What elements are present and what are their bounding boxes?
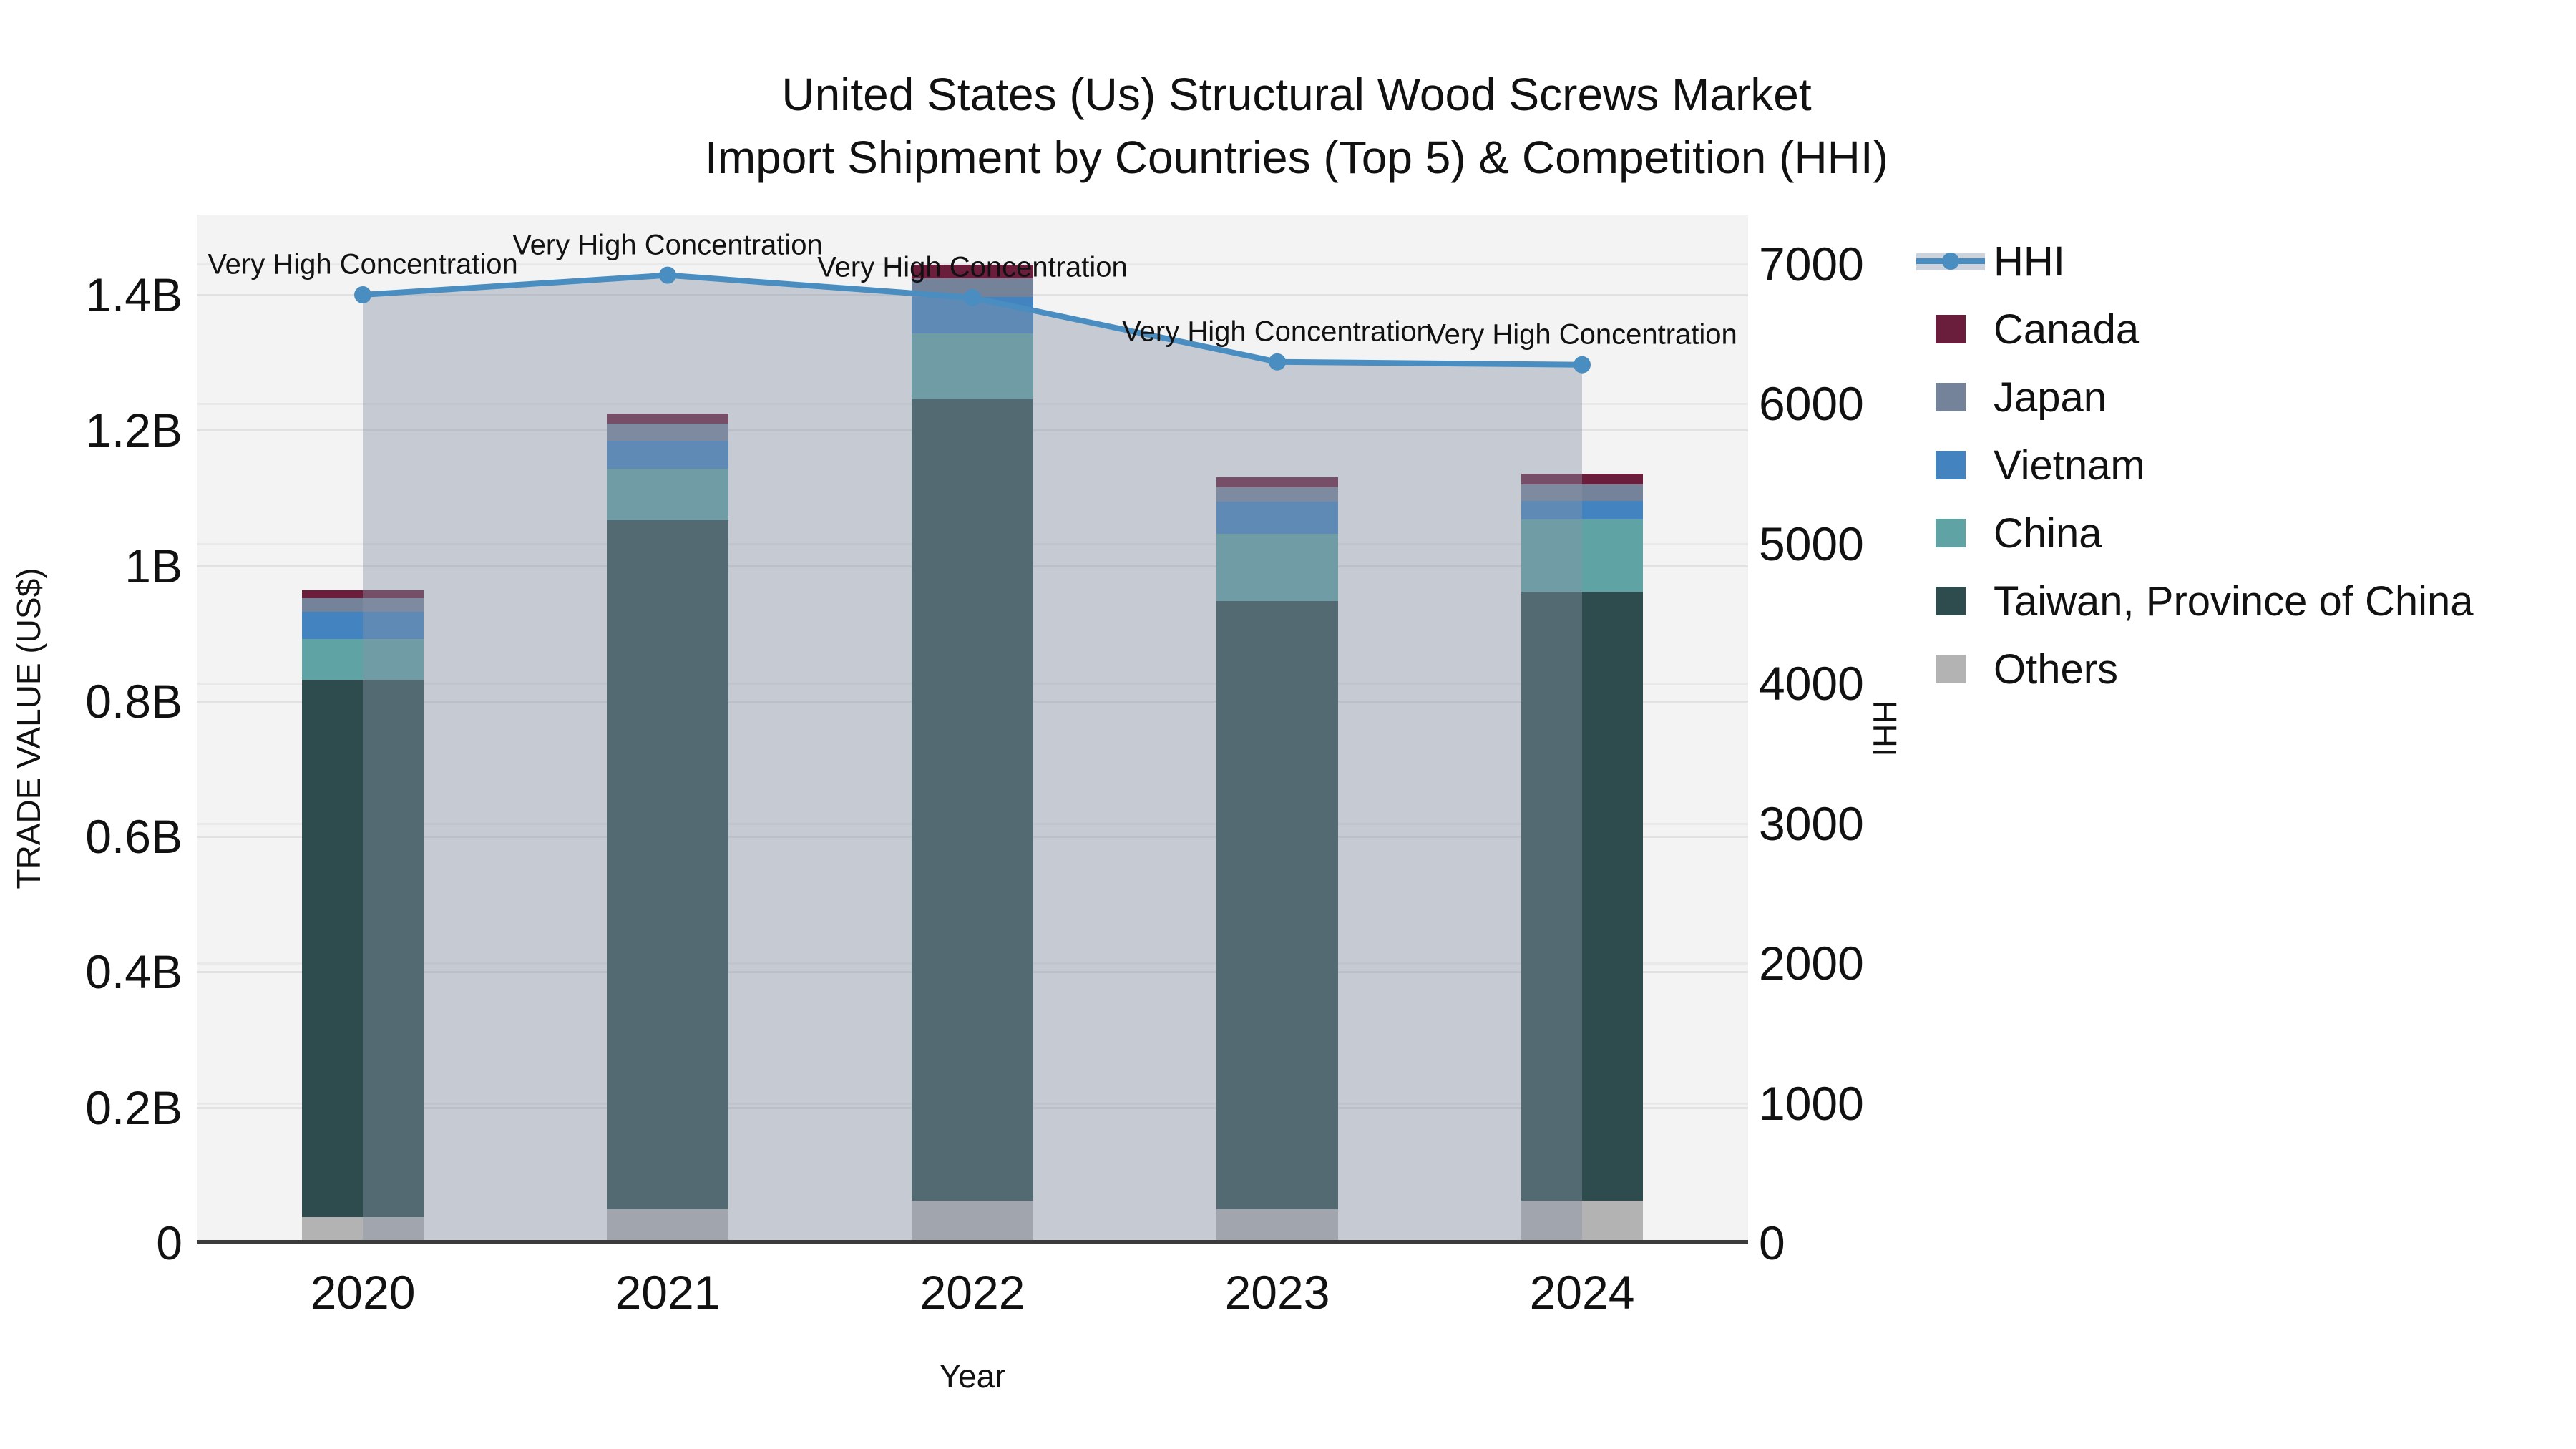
bar-segment-taiwan-province-of-china-2024[interactable] bbox=[1521, 591, 1643, 1201]
annotation-2021: Very High Concentration bbox=[512, 229, 823, 261]
annotation-2022: Very High Concentration bbox=[817, 251, 1128, 283]
bar-segment-taiwan-province-of-china-2022[interactable] bbox=[912, 399, 1033, 1201]
y-right-tick-7000: 7000 bbox=[1759, 237, 1864, 291]
y-left-tick-1B: 1B bbox=[125, 539, 182, 592]
bar-segment-others-2022[interactable] bbox=[912, 1201, 1033, 1243]
legend-swatch-icon bbox=[1916, 567, 1985, 635]
bar-segment-others-2023[interactable] bbox=[1216, 1209, 1338, 1243]
legend: HHI Canada Japan Vietnam China Taiwan, Provin… bbox=[1916, 228, 2474, 703]
legend-item-vietnam[interactable]: Vietnam bbox=[1916, 431, 2474, 499]
bar-segment-others-2024[interactable] bbox=[1521, 1201, 1643, 1243]
y-left-tick-0.2B: 0.2B bbox=[85, 1080, 182, 1134]
chart-title-line2: Import Shipment by Countries (Top 5) & C… bbox=[705, 132, 1888, 183]
legend-line-sample-icon bbox=[1916, 228, 1985, 296]
bar-segment-vietnam-2021[interactable] bbox=[607, 441, 728, 469]
legend-color-swatch bbox=[1936, 383, 1966, 411]
legend-label: Others bbox=[1994, 646, 2119, 693]
bar-segment-others-2021[interactable] bbox=[607, 1209, 728, 1243]
y-axis-right-title: HHI bbox=[1866, 700, 1903, 757]
x-axis-line bbox=[197, 1240, 1748, 1244]
legend-swatch-icon bbox=[1916, 635, 1985, 703]
hhi-marker-2020[interactable] bbox=[354, 286, 371, 303]
annotation-2020: Very High Concentration bbox=[208, 248, 518, 280]
x-tick-2023: 2023 bbox=[1224, 1266, 1330, 1319]
bar-segment-japan-2024[interactable] bbox=[1521, 484, 1643, 501]
legend-color-swatch bbox=[1936, 519, 1966, 547]
legend-item-taiwan-province-of-china[interactable]: Taiwan, Province of China bbox=[1916, 567, 2474, 635]
y-left-tick-0.8B: 0.8B bbox=[85, 674, 182, 728]
bar-segment-taiwan-province-of-china-2020[interactable] bbox=[302, 679, 424, 1218]
y-left-tick-1.4B: 1.4B bbox=[85, 268, 182, 321]
hhi-marker-2022[interactable] bbox=[964, 288, 981, 306]
legend-item-others[interactable]: Others bbox=[1916, 635, 2474, 703]
chart-title-line1: United States (Us) Structural Wood Screw… bbox=[781, 69, 1812, 120]
y-right-tick-6000: 6000 bbox=[1759, 377, 1864, 431]
annotation-2024: Very High Concentration bbox=[1427, 318, 1737, 351]
bars-layer bbox=[197, 215, 1748, 1243]
gridline-hhi-7000 bbox=[197, 263, 1748, 265]
legend-color-swatch bbox=[1936, 315, 1966, 343]
bar-segment-china-2020[interactable] bbox=[302, 638, 424, 680]
legend-item-hhi[interactable]: HHI bbox=[1916, 228, 2474, 296]
plot-area: Very High Concentration Very High Concent… bbox=[197, 215, 1748, 1244]
y-right-tick-5000: 5000 bbox=[1759, 517, 1864, 570]
x-axis-title: Year bbox=[939, 1357, 1006, 1395]
legend-label: Taiwan, Province of China bbox=[1994, 578, 2474, 625]
bar-segment-japan-2021[interactable] bbox=[607, 423, 728, 441]
legend-marker-dot-icon bbox=[1942, 253, 1959, 270]
hhi-marker-2023[interactable] bbox=[1269, 353, 1286, 371]
y-left-tick-0.4B: 0.4B bbox=[85, 945, 182, 999]
bar-segment-canada-2020[interactable] bbox=[302, 590, 424, 598]
hhi-marker-2024[interactable] bbox=[1574, 356, 1591, 374]
bar-segment-vietnam-2024[interactable] bbox=[1521, 500, 1643, 520]
legend-label: Canada bbox=[1994, 306, 2140, 353]
annotation-2023: Very High Concentration bbox=[1122, 316, 1433, 348]
bar-segment-canada-2024[interactable] bbox=[1521, 473, 1643, 484]
bar-segment-japan-2020[interactable] bbox=[302, 597, 424, 612]
bar-segment-china-2021[interactable] bbox=[607, 469, 728, 521]
legend-item-canada[interactable]: Canada bbox=[1916, 296, 2474, 364]
x-tick-2021: 2021 bbox=[615, 1266, 721, 1319]
bar-segment-taiwan-province-of-china-2021[interactable] bbox=[607, 520, 728, 1209]
bar-segment-china-2024[interactable] bbox=[1521, 519, 1643, 592]
legend-item-japan[interactable]: Japan bbox=[1916, 364, 2474, 431]
legend-color-swatch bbox=[1936, 451, 1966, 479]
y-right-tick-1000: 1000 bbox=[1759, 1076, 1864, 1130]
legend-label: HHI bbox=[1994, 238, 2065, 285]
y-left-tick-0.6B: 0.6B bbox=[85, 810, 182, 864]
legend-label: Japan bbox=[1994, 374, 2107, 421]
bar-segment-vietnam-2023[interactable] bbox=[1216, 501, 1338, 535]
bar-segment-canada-2021[interactable] bbox=[607, 413, 728, 424]
legend-label: Vietnam bbox=[1994, 442, 2145, 489]
bar-segment-japan-2023[interactable] bbox=[1216, 487, 1338, 502]
legend-label: China bbox=[1994, 510, 2102, 557]
legend-color-swatch bbox=[1936, 655, 1966, 683]
legend-swatch-icon bbox=[1916, 431, 1985, 499]
bar-segment-others-2020[interactable] bbox=[302, 1217, 424, 1243]
bar-segment-taiwan-province-of-china-2023[interactable] bbox=[1216, 600, 1338, 1209]
x-tick-2020: 2020 bbox=[310, 1266, 416, 1319]
legend-swatch-icon bbox=[1916, 499, 1985, 567]
bar-segment-vietnam-2020[interactable] bbox=[302, 611, 424, 639]
legend-swatch-icon bbox=[1916, 296, 1985, 364]
y-right-tick-0: 0 bbox=[1759, 1216, 1785, 1269]
x-tick-2022: 2022 bbox=[919, 1266, 1025, 1319]
y-right-tick-3000: 3000 bbox=[1759, 796, 1864, 850]
annotations-layer: Very High Concentration Very High Concent… bbox=[197, 215, 1748, 1243]
hhi-marker-2021[interactable] bbox=[659, 266, 676, 284]
legend-color-swatch bbox=[1936, 587, 1966, 615]
legend-swatch-icon bbox=[1916, 364, 1985, 431]
legend-item-china[interactable]: China bbox=[1916, 499, 2474, 567]
bar-segment-canada-2023[interactable] bbox=[1216, 477, 1338, 487]
y-right-tick-4000: 4000 bbox=[1759, 657, 1864, 711]
y-left-tick-0: 0 bbox=[156, 1216, 182, 1269]
y-right-tick-2000: 2000 bbox=[1759, 937, 1864, 990]
x-tick-2024: 2024 bbox=[1529, 1266, 1635, 1319]
y-left-tick-1.2B: 1.2B bbox=[85, 404, 182, 457]
bar-segment-china-2023[interactable] bbox=[1216, 534, 1338, 601]
